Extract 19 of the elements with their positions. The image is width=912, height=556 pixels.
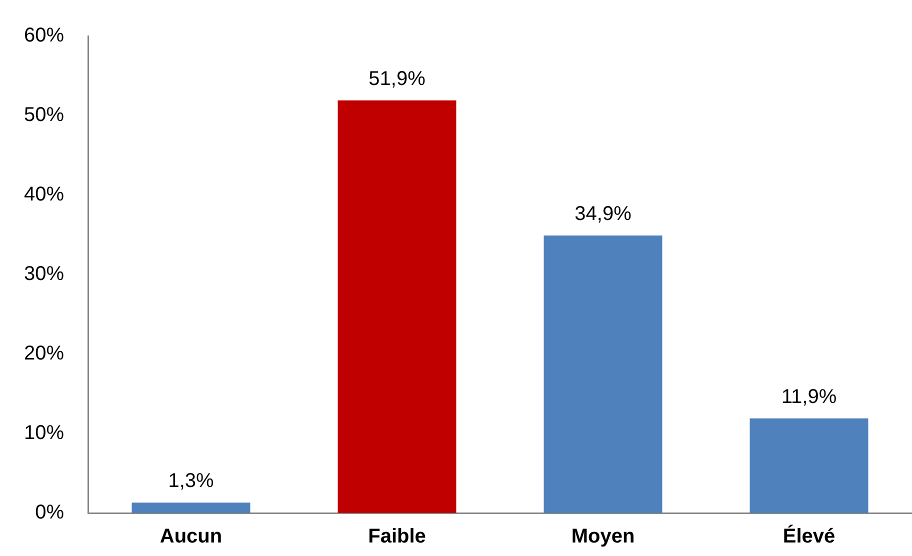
y-tick-label: 30% [24,263,64,286]
data-label: 1,3% [168,470,214,492]
x-tick-label: Aucun [160,526,222,548]
y-tick-label: 60% [24,24,64,47]
x-tick-label: Moyen [571,526,635,548]
y-tick-label: 10% [24,422,64,444]
y-tick-label: 20% [24,342,64,365]
y-tick-label: 50% [24,104,64,126]
data-label: 11,9% [781,386,837,408]
bar [132,502,250,513]
bar [544,236,662,513]
data-label: 34,9% [574,203,632,226]
y-tick-label: 0% [35,502,64,524]
x-tick-label: Faible [368,526,426,548]
x-tick-label: Élevé [782,524,836,548]
y-tick-label: 40% [24,184,64,206]
bar [338,100,456,513]
bar [750,418,868,513]
data-label: 51,9% [368,68,426,90]
